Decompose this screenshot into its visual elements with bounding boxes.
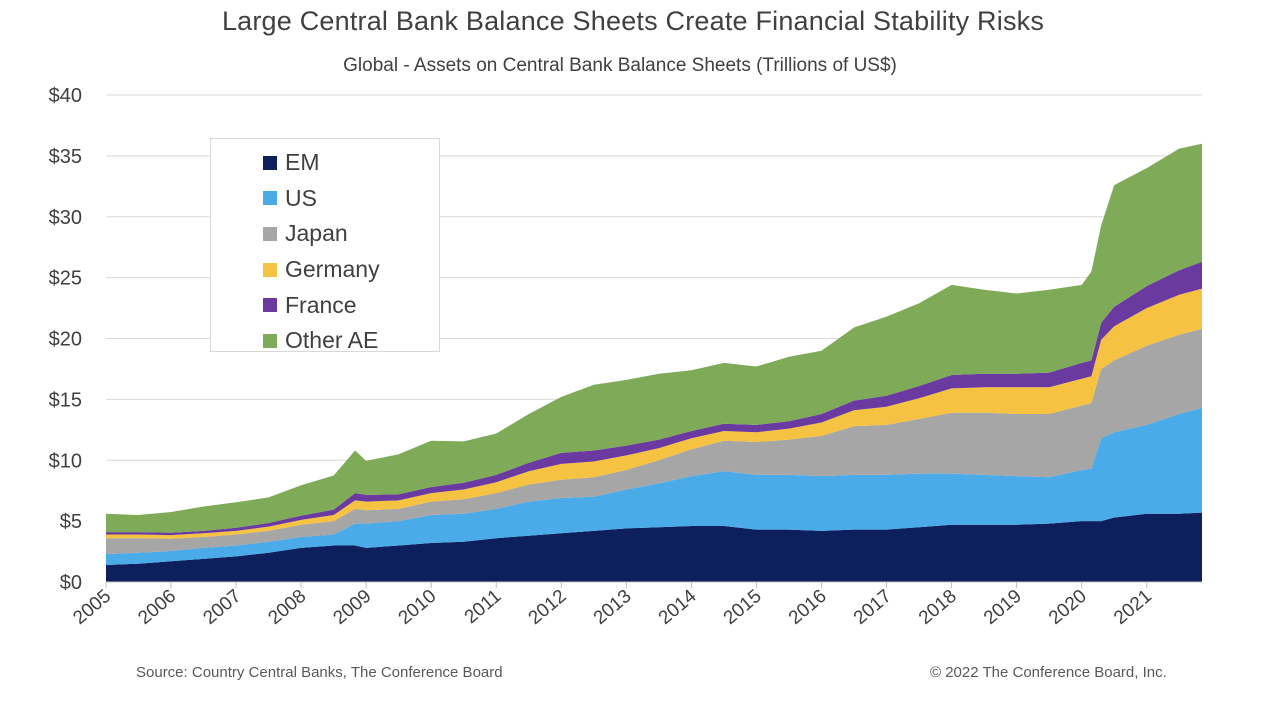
x-tick-label: 2011: [461, 586, 506, 628]
legend-swatch: [263, 333, 277, 348]
legend-item-france: France: [263, 287, 439, 323]
x-tick-label: 2013: [590, 586, 636, 629]
legend-item-em: EM: [263, 145, 439, 181]
y-tick-label: $35: [49, 146, 82, 168]
legend-label: Japan: [285, 220, 348, 247]
area-other-ae: [106, 143, 1202, 533]
legend-swatch: [263, 298, 277, 313]
legend-label: US: [285, 184, 317, 211]
x-tick-label: 2018: [915, 586, 961, 629]
legend-label: France: [285, 291, 357, 318]
legend-item-us: US: [263, 181, 439, 217]
legend-label: EM: [285, 149, 320, 176]
legend-swatch: [263, 262, 277, 277]
copyright-note: © 2022 The Conference Board, Inc.: [930, 664, 1167, 681]
chart-subtitle: Global - Assets on Central Bank Balance …: [343, 55, 897, 76]
x-tick-label: 2008: [264, 586, 310, 629]
legend-swatch: [263, 191, 277, 206]
x-tick-label: 2016: [785, 586, 831, 629]
area-japan: [106, 328, 1202, 554]
x-tick-label: 2021: [1110, 586, 1156, 629]
y-tick-label: $10: [49, 450, 82, 472]
x-tick-label: 2017: [850, 586, 896, 629]
x-tick-label: 2020: [1045, 586, 1091, 629]
x-tick-label: 2015: [720, 586, 766, 629]
legend-swatch: [263, 155, 277, 170]
x-tick-labels: 2005 2006 2007 2008 2009 2010 2011 2012 2013 2014…: [69, 585, 1156, 629]
axes: [105, 581, 1202, 588]
legend-item-japan: Japan: [263, 216, 439, 252]
y-tick-label: $5: [60, 511, 82, 533]
y-tick-label: $25: [49, 268, 82, 290]
area-us: [106, 407, 1202, 565]
series-areas: [106, 143, 1202, 582]
legend: EM US Japan Germany France Other AE: [210, 138, 440, 353]
y-tick-label: $30: [49, 207, 82, 229]
legend-swatch: [263, 226, 277, 241]
area-em: [106, 512, 1202, 582]
y-tick-label: $0: [60, 572, 82, 594]
x-tick-label: 2014: [655, 585, 701, 629]
x-tick-label: 2010: [395, 586, 441, 629]
chart-title: Large Central Bank Balance Sheets Create…: [221, 6, 1045, 36]
source-note: Source: Country Central Banks, The Confe…: [136, 664, 503, 681]
x-tick-label: 2012: [525, 586, 571, 629]
x-tick-label: 2006: [134, 586, 180, 629]
y-tick-labels: $0 $5 $10 $15 $20 $25 $30 $35 $40: [49, 85, 82, 594]
y-tick-label: $20: [49, 329, 82, 351]
x-tick-label: 2009: [330, 586, 376, 629]
x-tick-label: 2019: [980, 586, 1026, 629]
legend-label: Germany: [285, 256, 380, 283]
y-tick-label: $15: [49, 389, 82, 411]
y-tick-label: $40: [49, 85, 82, 107]
x-tick-label: 2007: [199, 586, 245, 629]
legend-item-germany: Germany: [263, 252, 439, 288]
legend-label: Other AE: [285, 327, 379, 354]
legend-item-other-ae: Other AE: [263, 323, 439, 359]
